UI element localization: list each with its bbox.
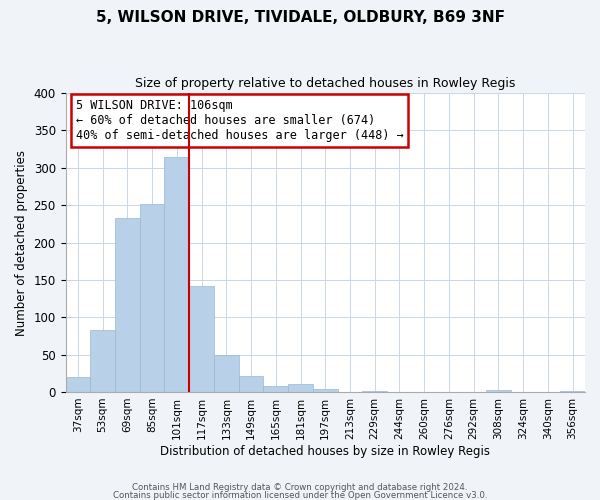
Bar <box>313 389 338 392</box>
Bar <box>90 330 115 392</box>
Bar <box>560 391 585 392</box>
Bar <box>263 386 288 392</box>
Bar <box>115 218 140 392</box>
Bar <box>189 286 214 392</box>
Bar <box>486 390 511 392</box>
Bar <box>140 204 164 392</box>
Bar <box>239 376 263 392</box>
Text: Contains public sector information licensed under the Open Government Licence v3: Contains public sector information licen… <box>113 490 487 500</box>
Bar <box>214 354 239 392</box>
Bar <box>164 156 189 392</box>
Bar <box>362 391 387 392</box>
Text: 5, WILSON DRIVE, TIVIDALE, OLDBURY, B69 3NF: 5, WILSON DRIVE, TIVIDALE, OLDBURY, B69 … <box>95 10 505 25</box>
Bar <box>65 377 90 392</box>
X-axis label: Distribution of detached houses by size in Rowley Regis: Distribution of detached houses by size … <box>160 444 490 458</box>
Text: Contains HM Land Registry data © Crown copyright and database right 2024.: Contains HM Land Registry data © Crown c… <box>132 484 468 492</box>
Bar <box>288 384 313 392</box>
Y-axis label: Number of detached properties: Number of detached properties <box>15 150 28 336</box>
Title: Size of property relative to detached houses in Rowley Regis: Size of property relative to detached ho… <box>135 78 515 90</box>
Text: 5 WILSON DRIVE: 106sqm
← 60% of detached houses are smaller (674)
40% of semi-de: 5 WILSON DRIVE: 106sqm ← 60% of detached… <box>76 99 404 142</box>
